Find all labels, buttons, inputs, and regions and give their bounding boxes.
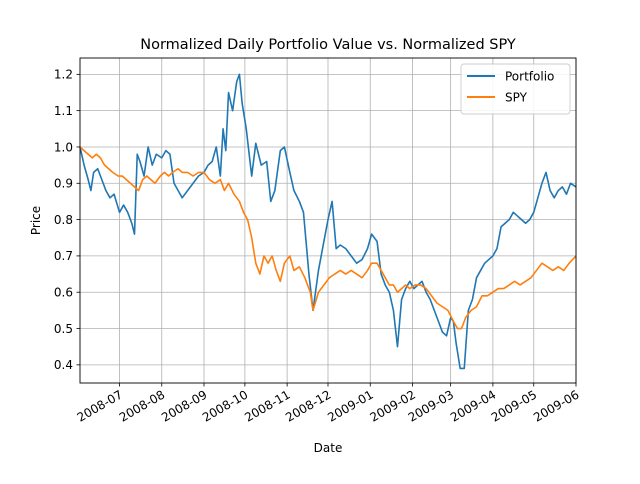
y-tick-label: 0.5 xyxy=(54,322,73,336)
legend-label-portfolio: Portfolio xyxy=(505,70,554,84)
x-axis-label: Date xyxy=(314,441,343,455)
y-tick-label: 0.4 xyxy=(54,358,73,372)
series-line-spy xyxy=(79,146,577,330)
y-tick-label: 0.7 xyxy=(54,249,73,263)
y-tick-label: 0.9 xyxy=(54,177,73,191)
y-tick-label: 1.2 xyxy=(54,68,73,82)
y-axis-label: Price xyxy=(29,206,43,235)
y-tick-label: 1.0 xyxy=(54,140,73,154)
y-tick-label: 0.8 xyxy=(54,213,73,227)
series-line-portfolio xyxy=(79,73,577,370)
y-axis: 0.4 0.5 0.6 0.7 0.8 0.9 1.0 1.1 1.2 xyxy=(54,68,80,372)
legend: Portfolio SPY xyxy=(460,63,571,115)
y-tick-label: 0.6 xyxy=(54,286,73,300)
series-layer xyxy=(79,73,577,370)
legend-label-spy: SPY xyxy=(505,91,528,105)
chart-title: Normalized Daily Portfolio Value vs. Nor… xyxy=(140,37,516,53)
y-tick-label: 1.1 xyxy=(54,104,73,118)
